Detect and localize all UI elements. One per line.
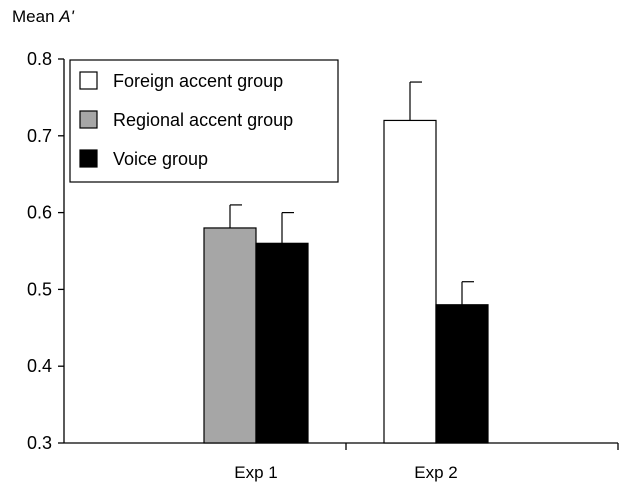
y-tick-label: 0.7: [27, 126, 52, 146]
legend-swatch: [79, 149, 98, 168]
y-tick-label: 0.3: [27, 433, 52, 453]
bar-exp-2-series-0: [383, 119, 437, 444]
bar-exp-1-series-1: [203, 227, 257, 444]
legend-swatch: [79, 71, 98, 90]
y-axis-label: Mean A': [12, 7, 75, 26]
y-axis-label-symbol: A': [58, 7, 74, 26]
legend-label: Regional accent group: [113, 110, 293, 130]
y-axis-label-prefix: Mean: [12, 7, 59, 26]
legend-box: [69, 59, 339, 183]
y-tick-label: 0.8: [27, 49, 52, 69]
legend-label: Foreign accent group: [113, 71, 283, 91]
bar-exp-2-series-2: [435, 304, 489, 444]
plot-area: 0.3 0.4 0.5 0.6 0.7 0.8 Exp 1 Exp 2: [27, 49, 619, 482]
y-tick-label: 0.4: [27, 356, 52, 376]
y-tick-label: 0.5: [27, 279, 52, 299]
x-category-label: Exp 2: [414, 463, 457, 482]
legend-label: Voice group: [113, 149, 208, 169]
legend: Foreign accent group Regional accent grou…: [69, 59, 339, 183]
bar-exp-1-series-2: [255, 242, 309, 444]
legend-swatch: [79, 110, 98, 129]
x-category-label: Exp 1: [234, 463, 277, 482]
y-tick-label: 0.6: [27, 203, 52, 223]
